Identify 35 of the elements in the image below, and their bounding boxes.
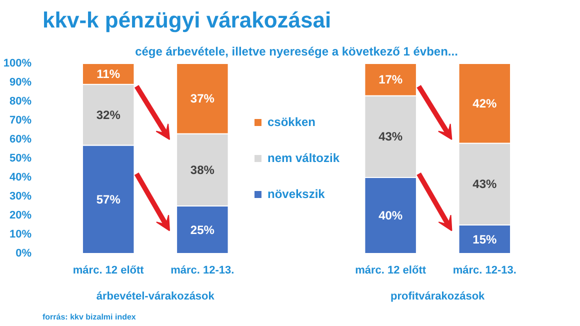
chart-title: kkv-k pénzügyi várakozásai [42, 8, 332, 32]
data-label: 25% [190, 222, 215, 237]
y-tick-label: 70% [9, 114, 32, 126]
data-label: 38% [190, 162, 215, 177]
data-label: 15% [472, 232, 497, 246]
text: forrás: kkv bizalmi index [42, 312, 136, 322]
data-label: 43% [378, 130, 403, 144]
y-tick-label: 100% [3, 58, 32, 70]
y-tick-label: 40% [9, 172, 32, 184]
chart-subtitle: cége árbevétele, illetve nyeresége a következő 1 évben... [135, 44, 458, 58]
y-tick-label: 50% [9, 152, 32, 164]
y-tick-label: 80% [9, 96, 32, 108]
data-label: 11% [96, 66, 120, 81]
y-tick-label: 60% [9, 134, 32, 146]
data-label: 42% [472, 96, 497, 110]
data-label: 17% [378, 72, 403, 87]
data-label: 43% [472, 177, 497, 192]
text: árbevétel-várakozások [96, 290, 216, 302]
legend-label: nem változik [267, 151, 340, 165]
legend-label: csökken [267, 115, 316, 129]
y-tick-label: 20% [9, 210, 32, 222]
x-tick-label: márc. 12-13. [170, 264, 234, 276]
y-tick-label: 10% [9, 228, 32, 240]
data-label: 32% [96, 108, 121, 122]
y-tick-label: 90% [9, 76, 32, 88]
x-tick-label: márc. 12-13. [452, 264, 516, 276]
x-tick-label: márc. 12 előtt [72, 264, 144, 276]
x-tick-label: márc. 12 előtt [355, 264, 426, 276]
data-label: 40% [378, 208, 403, 222]
text: profitvárakozások [390, 290, 486, 302]
y-tick-label: 0% [16, 248, 32, 260]
y-tick-label: 30% [9, 190, 32, 202]
data-label: 37% [190, 92, 215, 106]
data-label: 57% [96, 192, 121, 206]
legend-label: növekszik [267, 187, 325, 201]
